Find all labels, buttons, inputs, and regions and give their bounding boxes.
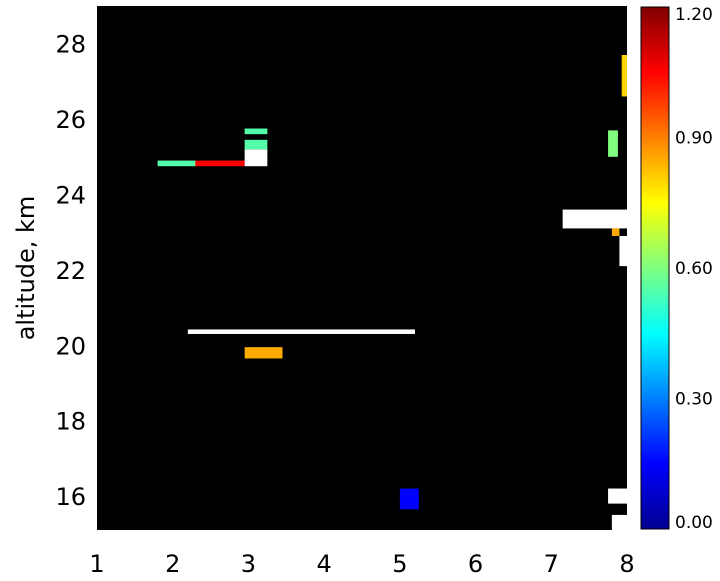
heatmap-cell bbox=[195, 160, 245, 167]
y-tick-label: 24 bbox=[55, 181, 86, 209]
heatmap-cell bbox=[187, 329, 415, 334]
heatmap-cell bbox=[399, 488, 419, 510]
y-tick-label: 16 bbox=[55, 483, 86, 511]
colorbar bbox=[640, 6, 670, 530]
colorbar-tick-label: 0.30 bbox=[675, 390, 713, 410]
heatmap-cell bbox=[244, 149, 268, 167]
heatmap-cell bbox=[611, 228, 620, 236]
heatmap-cell bbox=[619, 235, 627, 267]
y-tick-label: 28 bbox=[55, 31, 86, 59]
heatmap-cell bbox=[621, 55, 627, 97]
heatmap-cell bbox=[562, 209, 627, 229]
y-tick-label: 22 bbox=[55, 257, 86, 285]
x-tick-label: 3 bbox=[241, 550, 256, 578]
x-axis-ticks: 1 2 3 4 5 6 7 8 bbox=[89, 550, 634, 578]
x-tick-label: 8 bbox=[619, 550, 634, 578]
x-tick-label: 6 bbox=[468, 550, 483, 578]
heatmap-cell bbox=[244, 347, 283, 359]
y-tick-label: 18 bbox=[55, 408, 86, 436]
colorbar-tick-label: 0.60 bbox=[675, 259, 713, 279]
colorbar-tick-label: 0.90 bbox=[675, 129, 713, 149]
x-tick-label: 4 bbox=[317, 550, 332, 578]
x-tick-label: 5 bbox=[392, 550, 407, 578]
heatmap-cells bbox=[157, 55, 627, 530]
y-axis-title: altitude, km bbox=[12, 196, 40, 341]
y-tick-label: 20 bbox=[55, 332, 86, 360]
heatmap-cell bbox=[244, 139, 268, 150]
heatmap-cell bbox=[611, 514, 627, 530]
y-tick-label: 26 bbox=[55, 106, 86, 134]
y-axis-ticks: 16 18 20 22 24 26 28 bbox=[55, 31, 86, 511]
plot-area bbox=[97, 6, 627, 530]
heatmap-cell bbox=[608, 488, 627, 504]
colorbar-tick-label: 1.20 bbox=[675, 5, 713, 25]
x-tick-label: 7 bbox=[544, 550, 559, 578]
x-tick-label: 2 bbox=[165, 550, 180, 578]
heatmap-cell bbox=[608, 130, 618, 157]
x-tick-label: 1 bbox=[89, 550, 104, 578]
heatmap-cell bbox=[157, 160, 196, 167]
colorbar-tick-label: 0.00 bbox=[675, 513, 713, 533]
heatmap-cell bbox=[244, 128, 268, 135]
colorbar-ticks: 0.00 0.30 0.60 0.90 1.20 bbox=[675, 5, 713, 533]
